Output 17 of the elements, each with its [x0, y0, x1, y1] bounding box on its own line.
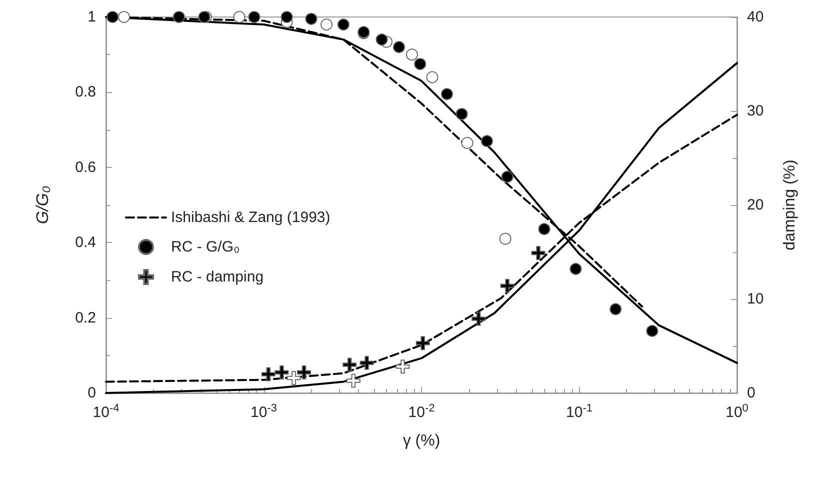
y-tick-label: 0.8 — [75, 84, 96, 101]
y2-tick-label: 30 — [747, 102, 764, 120]
y2-tick-label: 40 — [747, 8, 764, 26]
legend-label: Ishibashi & Zang (1993) — [171, 209, 330, 226]
y2-tick-label: 20 — [747, 196, 764, 214]
x-axis-title: γ (%) — [402, 432, 440, 450]
y2-axis-title: damping (%) — [782, 160, 798, 250]
y-tick-label: 0.4 — [75, 234, 96, 252]
y2-tick-label: 0 — [747, 384, 756, 402]
y-tick-label: 0.6 — [75, 158, 96, 176]
legend-label: RC - G/G₀ — [171, 238, 240, 256]
y2-tick-label: 10 — [747, 290, 764, 308]
y-tick-label: 0.2 — [75, 309, 96, 326]
y-tick-label: 1 — [88, 8, 96, 26]
y-tick-label: 0 — [88, 384, 96, 402]
y-axis-title: G/G₀ — [33, 186, 52, 224]
legend-label: RC - damping — [171, 268, 264, 286]
